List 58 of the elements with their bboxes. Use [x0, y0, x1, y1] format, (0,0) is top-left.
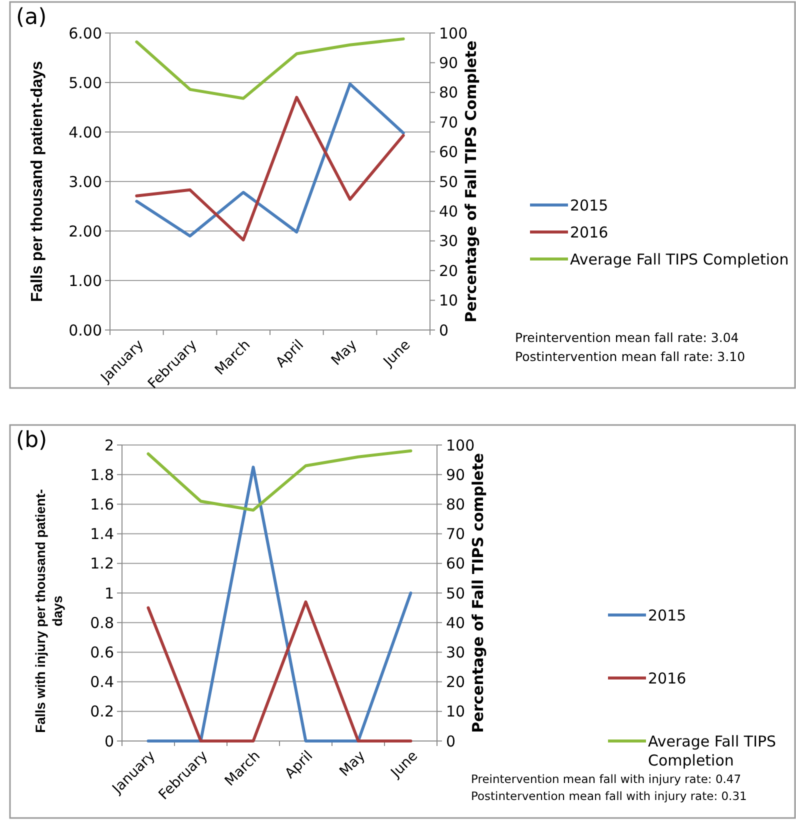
y2-tick-label: 90: [446, 466, 466, 484]
text: Postintervention mean fall rate: 3.10: [515, 349, 746, 364]
y-tick-label: 0.4: [90, 673, 114, 692]
y2-tick-label: 40: [439, 202, 458, 220]
legend-label: 2015: [570, 196, 608, 214]
legend-label: Average Fall TIPS Completion: [648, 732, 776, 770]
y-tick-label: 6.00: [68, 24, 102, 42]
y2-tick-label: 100: [446, 436, 475, 454]
y2-tick-label: 30: [446, 643, 466, 662]
text: (b): [16, 428, 48, 453]
legend-label: 2016: [570, 223, 608, 242]
y-axis-title: Falls with injury per thousand patient-days: [33, 489, 65, 733]
line-series: [135, 37, 405, 100]
y-tick-label: 1.8: [90, 466, 114, 484]
y2-tick-label: 20: [439, 262, 458, 280]
text: Preintervention mean fall with injury rate: 0.47: [471, 772, 742, 786]
y-tick-label: 1.4: [90, 525, 114, 544]
y-tick-label: 1.00: [68, 272, 102, 290]
y2-tick-label: 30: [439, 232, 458, 250]
y-tick-label: 1.2: [90, 554, 114, 573]
text: (a): [16, 5, 47, 30]
y2-tick-label: 80: [439, 84, 458, 102]
y-tick-label: 0: [104, 732, 114, 750]
legend-label: 2016: [648, 669, 686, 688]
y2-tick-label: 10: [446, 702, 466, 721]
y2-tick-label: 20: [446, 673, 466, 692]
y2-tick-label: 50: [439, 172, 458, 191]
y-tick-label: 2.00: [68, 222, 102, 240]
y2-tick-label: 80: [446, 495, 466, 514]
y-tick-label: 1.6: [90, 495, 114, 514]
y-tick-label: 0.8: [90, 614, 114, 632]
y2-tick-label: 70: [439, 113, 458, 132]
y2-axis-title: Percentage of Fall TIPS Complete: [462, 40, 480, 322]
y2-tick-label: 100: [439, 24, 468, 42]
y2-tick-label: 70: [446, 525, 466, 544]
y2-tick-label: 60: [439, 143, 458, 162]
y-tick-label: 0.2: [90, 702, 114, 721]
y-tick-label: 0.00: [68, 321, 102, 340]
line-series: [146, 449, 412, 512]
y-tick-label: 1: [104, 584, 114, 602]
y-tick-label: 2: [104, 436, 114, 454]
y2-tick-label: 0: [439, 321, 449, 340]
y-tick-label: 4.00: [68, 123, 102, 142]
y2-tick-label: 50: [446, 584, 466, 602]
text: Postintervention mean fall with injury rate: 0.31: [471, 789, 747, 803]
legend-label: Average Fall TIPS Completion: [570, 250, 789, 268]
legend-label: 2015: [648, 606, 686, 624]
y2-tick-label: 10: [439, 292, 458, 310]
y2-tick-label: 0: [446, 732, 456, 750]
y-axis-title: Falls per thousand patient-days: [29, 60, 46, 302]
y2-tick-label: 40: [446, 614, 466, 632]
y2-tick-label: 90: [439, 54, 458, 72]
text: Preintervention mean fall rate: 3.04: [515, 330, 739, 345]
y-tick-label: 5.00: [68, 74, 102, 92]
y-tick-label: 3.00: [68, 172, 102, 191]
y-tick-label: 0.6: [90, 643, 114, 662]
y2-axis-title: Percentage of Fall TIPS complete: [469, 453, 487, 733]
y2-tick-label: 60: [446, 554, 466, 573]
